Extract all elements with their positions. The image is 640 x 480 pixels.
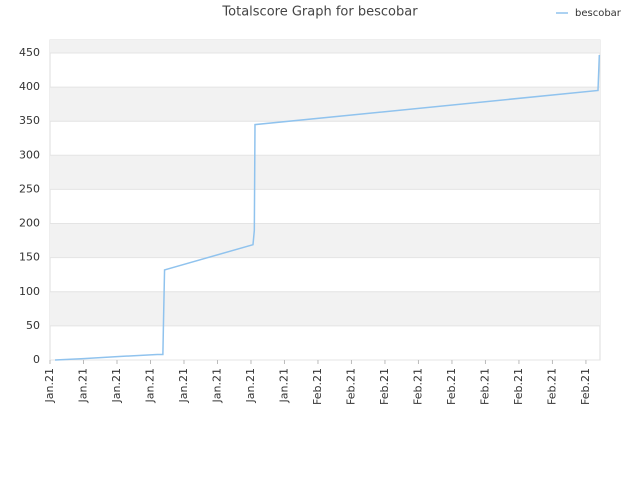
- x-tick-label: Feb.21: [512, 368, 525, 405]
- y-tick-label: 200: [19, 217, 40, 230]
- line-series: [54, 54, 601, 361]
- y-tick-label: 250: [19, 182, 40, 195]
- y-tick-label: 400: [19, 80, 40, 93]
- x-tick-label: Jan.21: [177, 368, 190, 403]
- grid-band: [50, 223, 600, 258]
- x-tick-label: Feb.21: [311, 368, 324, 405]
- y-tick-label: 450: [19, 46, 40, 59]
- y-tick-label: 300: [19, 148, 40, 161]
- y-tick-label: 0: [33, 353, 40, 366]
- x-tick-label: Feb.21: [445, 368, 458, 405]
- x-tick-label: Jan.21: [110, 368, 123, 403]
- x-tick-label: Jan.21: [244, 368, 257, 403]
- x-tick-label: Jan.21: [76, 368, 89, 403]
- grid-band: [50, 291, 600, 326]
- x-tick-label: Feb.21: [344, 368, 357, 405]
- x-tick-label: Jan.21: [277, 368, 290, 403]
- y-tick-label: 350: [19, 114, 40, 127]
- x-tick-label: Jan.21: [143, 368, 156, 403]
- x-tick-label: Feb.21: [478, 368, 491, 405]
- legend-label: bescobar: [575, 8, 622, 19]
- x-tick-label: Feb.21: [579, 368, 592, 405]
- chart-title: Totalscore Graph for bescobar: [221, 5, 418, 20]
- x-tick-label: Feb.21: [378, 368, 391, 405]
- grid-band: [50, 87, 600, 122]
- x-tick-label: Jan.21: [210, 368, 223, 403]
- y-tick-label: 150: [19, 251, 40, 264]
- y-tick-label: 50: [26, 319, 40, 332]
- y-tick-label: 100: [19, 285, 40, 298]
- x-tick-label: Jan.21: [43, 368, 56, 403]
- grid-band: [50, 40, 600, 53]
- x-tick-label: Feb.21: [411, 368, 424, 405]
- grid-band: [50, 155, 600, 190]
- x-tick-label: Feb.21: [545, 368, 558, 405]
